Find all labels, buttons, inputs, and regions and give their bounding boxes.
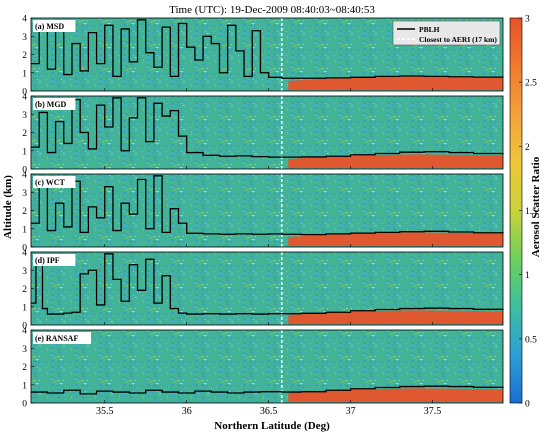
panel: 0 1 2 3 4 (e) RANSAF xyxy=(22,327,504,410)
x-tick-label: 36.5 xyxy=(260,406,278,417)
pblh-line xyxy=(31,97,504,158)
y-tick-label: 2 xyxy=(22,207,27,217)
y-tick-label: 4 xyxy=(22,93,27,103)
colorbar-tick-label: 3 xyxy=(525,15,530,25)
x-tick-label: 37.5 xyxy=(424,406,442,417)
panel-label: (b) MGD xyxy=(35,100,67,109)
aerosol-layer xyxy=(288,154,503,169)
y-tick-label: 0 xyxy=(22,322,27,332)
x-tick-label: 36 xyxy=(182,406,192,417)
legend-box xyxy=(392,20,501,46)
colorbar-tick-label: 2 xyxy=(525,143,530,153)
panel-frame xyxy=(30,173,504,248)
colorbar-tick-label: 0 xyxy=(525,400,530,410)
x-axis-label: Northern Latitude (Deg) xyxy=(214,420,330,432)
aerosol-layer xyxy=(288,76,503,91)
colorbar: 0 0.5 1 1.5 2 2.5 3 xyxy=(509,15,537,410)
pblh-line xyxy=(31,385,504,395)
y-tick-label: 2 xyxy=(22,285,27,295)
panel-label-box xyxy=(33,20,76,32)
y-tick-label: 1 xyxy=(22,69,27,79)
colorbar-tick-label: 2.5 xyxy=(525,79,537,89)
chart-title: Time (UTC): 19-Dec-2009 08:40:03~08:40:5… xyxy=(169,4,375,16)
panel-label-box xyxy=(33,332,91,344)
panel-label: (a) MSD xyxy=(35,22,64,31)
colorbar-tick-label: 1 xyxy=(525,271,530,281)
y-axis-label: Altitude (km) xyxy=(2,175,14,239)
y-tick-label: 3 xyxy=(22,111,27,121)
y-tick-label: 4 xyxy=(22,327,27,337)
panel-label-box xyxy=(33,98,76,110)
panel-label: (d) IPF xyxy=(35,256,60,265)
y-tick-label: 2 xyxy=(22,363,27,373)
y-tick-label: 1 xyxy=(22,381,27,391)
y-tick-label: 1 xyxy=(22,225,27,235)
x-axis: 35.5 36 36.5 37 37.5 xyxy=(96,406,441,417)
y-tick-label: 4 xyxy=(22,15,27,25)
panel-label-box xyxy=(33,176,76,188)
pblh-line xyxy=(31,19,504,79)
aerosol-layer xyxy=(288,310,503,325)
panel-label: (e) RANSAF xyxy=(35,334,78,343)
y-tick-label: 2 xyxy=(22,129,27,139)
y-tick-label: 0 xyxy=(22,166,27,176)
y-tick-label: 3 xyxy=(22,267,27,277)
y-tick-label: 3 xyxy=(22,33,27,43)
colorbar-label: Aerosol Scatter Ratio xyxy=(530,156,542,257)
panel-label-box xyxy=(33,254,76,266)
colorbar-tick-label: 0.5 xyxy=(525,335,537,345)
panel: 0 1 2 3 4 (c) WCT xyxy=(22,171,504,254)
x-tick-label: 37 xyxy=(346,406,356,417)
y-tick-label: 0 xyxy=(22,88,27,98)
panel: 0 1 2 3 4 (b) MGD xyxy=(22,93,504,176)
legend-aeri-label: Closest to AERI (17 km) xyxy=(419,35,497,44)
y-tick-label: 3 xyxy=(22,345,27,355)
aerosol-layer xyxy=(288,388,503,403)
y-tick-label: 1 xyxy=(22,303,27,313)
y-tick-label: 1 xyxy=(22,147,27,157)
colorbar-tick-label: 1.5 xyxy=(525,207,537,217)
pblh-line xyxy=(31,253,504,315)
y-tick-label: 2 xyxy=(22,51,27,61)
pblh-line xyxy=(31,175,504,236)
legend-pblh-label: PBLH xyxy=(419,25,440,34)
panel-label: (c) WCT xyxy=(35,178,66,187)
x-tick-label: 35.5 xyxy=(96,406,114,417)
y-tick-label: 0 xyxy=(22,244,27,254)
y-tick-label: 3 xyxy=(22,189,27,199)
panel-frame xyxy=(30,251,504,326)
panel-frame xyxy=(30,329,504,404)
panel: 0 1 2 3 4 (d) IPF xyxy=(22,249,504,332)
y-tick-label: 0 xyxy=(22,400,27,410)
aerosol-layer xyxy=(288,232,503,247)
y-tick-label: 4 xyxy=(22,171,27,181)
panel-frame xyxy=(30,95,504,170)
y-tick-label: 4 xyxy=(22,249,27,259)
panel-frame xyxy=(30,17,504,92)
